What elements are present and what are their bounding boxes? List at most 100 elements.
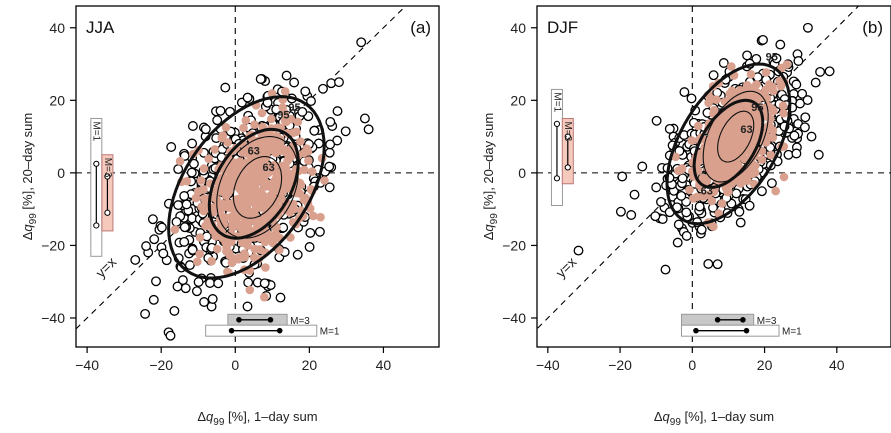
- contour-label: 63: [740, 124, 752, 136]
- open-point: [130, 254, 141, 265]
- filled-point: [260, 292, 269, 302]
- open-point: [205, 278, 215, 288]
- open-point: [681, 207, 692, 218]
- open-point: [629, 189, 640, 200]
- filled-point: [241, 116, 251, 125]
- filled-point: [711, 153, 721, 163]
- filled-point: [240, 186, 250, 196]
- filled-point: [738, 124, 748, 133]
- open-point: [187, 138, 198, 149]
- filled-point: [752, 80, 761, 89]
- vertical-range-label: M=1: [551, 92, 562, 112]
- filled-point: [260, 180, 270, 190]
- filled-point: [210, 145, 220, 154]
- open-point: [712, 259, 723, 270]
- filled-point: [740, 154, 749, 164]
- filled-point: [704, 98, 713, 108]
- open-point: [281, 70, 292, 81]
- filled-point: [238, 223, 248, 232]
- y-tick-label: −20: [41, 237, 65, 253]
- whisker-end: [553, 175, 561, 182]
- filled-point: [261, 205, 271, 214]
- filled-point: [778, 101, 788, 110]
- y-axis-title: Δq99 [%], 20–day sum: [20, 113, 39, 241]
- filled-point: [260, 162, 269, 171]
- filled-point: [316, 212, 325, 222]
- open-point: [300, 86, 311, 97]
- filled-point: [222, 247, 231, 256]
- filled-point: [221, 123, 231, 132]
- filled-point: [250, 120, 259, 129]
- open-point: [735, 217, 746, 228]
- open-point: [806, 131, 817, 142]
- whisker-end: [236, 316, 242, 323]
- open-point: [679, 87, 690, 98]
- open-point: [744, 200, 755, 211]
- contour-label: 95: [288, 102, 300, 114]
- open-point: [789, 130, 800, 141]
- filled-point: [240, 251, 250, 261]
- filled-point: [301, 193, 311, 203]
- open-point: [193, 277, 204, 287]
- contour-label: 63: [248, 146, 260, 158]
- open-point: [325, 116, 336, 127]
- open-point: [179, 222, 190, 233]
- open-point: [756, 186, 767, 197]
- open-point: [173, 164, 184, 175]
- horizontal-range-label: M=3: [290, 316, 310, 327]
- filled-point: [245, 285, 255, 295]
- x-tick-label: 40: [376, 357, 392, 373]
- open-point: [703, 258, 714, 269]
- filled-point: [741, 141, 750, 151]
- open-point: [615, 206, 626, 217]
- open-point: [660, 264, 671, 275]
- whisker-end: [93, 160, 100, 167]
- filled-point: [724, 187, 733, 197]
- filled-point: [195, 249, 204, 259]
- filled-point: [685, 185, 694, 195]
- filled-point: [263, 140, 272, 149]
- filled-point: [286, 206, 295, 216]
- contour-63-outer: [692, 98, 765, 189]
- filled-point: [304, 156, 313, 165]
- whisker-end: [564, 164, 571, 171]
- filled-point: [677, 164, 687, 173]
- open-point: [650, 211, 661, 222]
- contour-label: 95: [751, 102, 763, 114]
- filled-point: [671, 152, 680, 162]
- open-point: [656, 196, 666, 207]
- open-point: [318, 83, 328, 94]
- open-point: [332, 106, 343, 117]
- filled-point: [182, 176, 192, 186]
- filled-point: [707, 196, 717, 206]
- open-point: [297, 106, 308, 117]
- contour-95-inner: [216, 136, 299, 239]
- filled-point: [170, 225, 180, 234]
- filled-point: [761, 68, 771, 77]
- plot-area: 95 63 95 63 y=x M=1 M=3 M=3 M=1 JJA (a): [76, 6, 439, 347]
- open-point: [173, 200, 184, 211]
- filled-point: [267, 114, 276, 124]
- panel-title: JJA: [86, 18, 115, 37]
- open-point: [207, 294, 218, 304]
- filled-point: [270, 223, 280, 232]
- filled-point: [226, 212, 236, 222]
- filled-point: [307, 167, 317, 176]
- whisker-end: [740, 316, 746, 323]
- open-point: [220, 82, 231, 93]
- open-point: [289, 77, 300, 88]
- open-point: [304, 242, 315, 252]
- open-point: [651, 115, 662, 126]
- whisker-end: [267, 316, 274, 323]
- open-point: [696, 224, 707, 235]
- filled-point: [717, 199, 727, 208]
- open-point: [793, 56, 804, 66]
- filled-point: [715, 168, 725, 178]
- x-axis-title: Δq99 [%], 1–day sum: [654, 409, 774, 428]
- whisker-end: [743, 327, 750, 334]
- open-point: [791, 79, 802, 90]
- filled-point: [293, 117, 303, 127]
- filled-point: [255, 202, 264, 212]
- panel-label: (b): [862, 18, 883, 37]
